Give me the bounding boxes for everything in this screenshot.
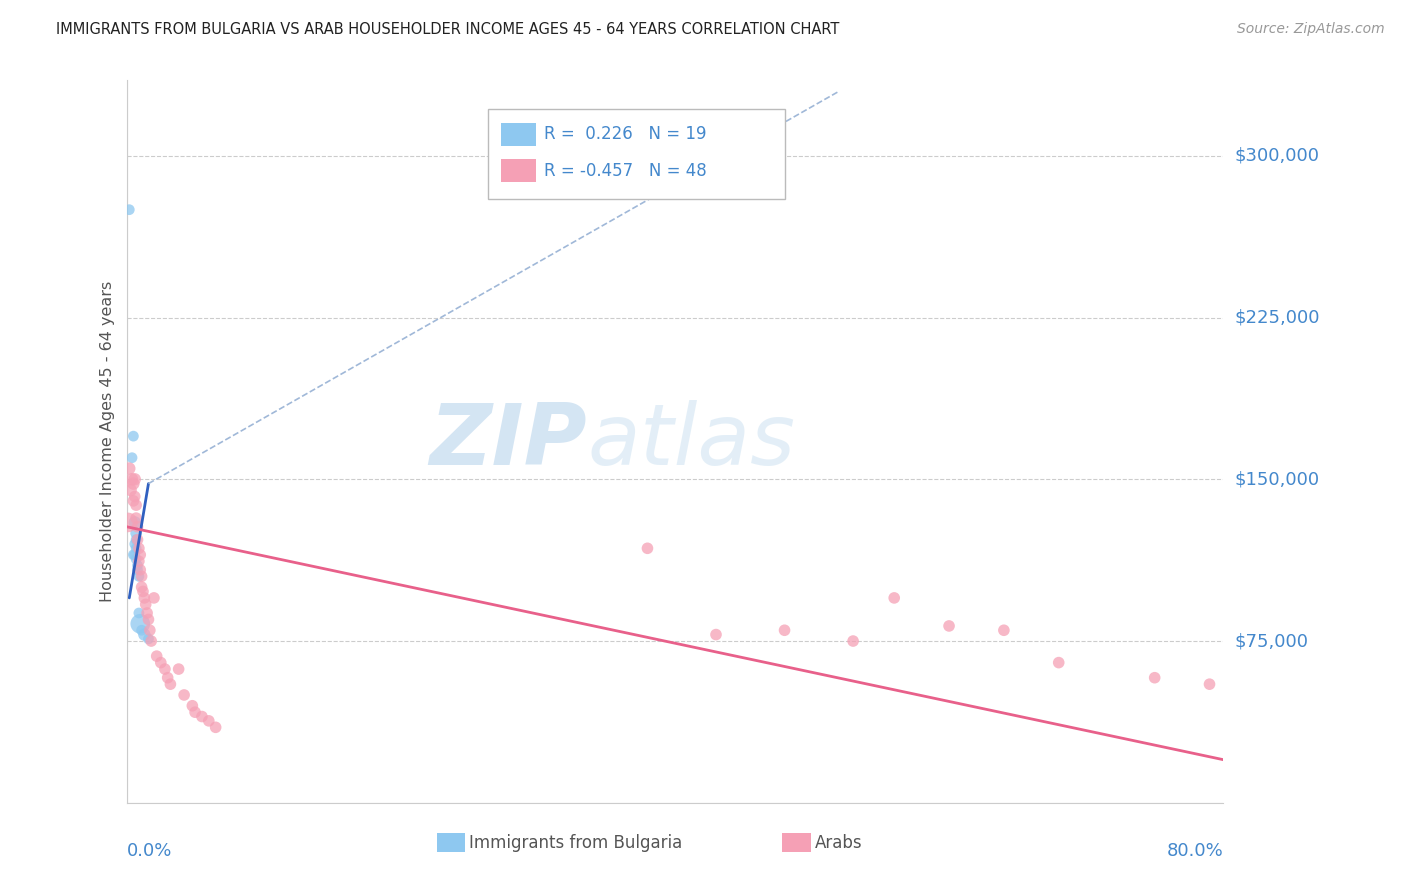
Point <box>132 584 155 599</box>
Point <box>122 493 145 508</box>
Point <box>129 616 152 631</box>
FancyBboxPatch shape <box>782 833 811 852</box>
Text: R =  0.226   N = 19: R = 0.226 N = 19 <box>544 126 707 144</box>
Point <box>883 591 905 605</box>
Point <box>121 450 143 465</box>
Text: $300,000: $300,000 <box>1234 147 1319 165</box>
Point <box>197 714 219 728</box>
Point <box>191 709 214 723</box>
Point <box>118 202 141 217</box>
Point <box>1143 671 1166 685</box>
Point <box>125 511 148 525</box>
Point <box>121 472 143 486</box>
Point <box>181 698 204 713</box>
Point <box>127 533 149 547</box>
Point <box>204 720 226 734</box>
Point <box>125 552 148 566</box>
Point <box>131 580 153 594</box>
Text: $225,000: $225,000 <box>1234 309 1320 326</box>
Point <box>993 624 1015 638</box>
Point <box>125 498 148 512</box>
Point <box>145 649 167 664</box>
Point <box>131 624 153 638</box>
Point <box>124 472 146 486</box>
Point <box>128 569 150 583</box>
Point <box>129 548 152 562</box>
Point <box>149 656 172 670</box>
Point <box>1198 677 1220 691</box>
Point <box>128 554 150 568</box>
Point <box>139 624 162 638</box>
Point <box>125 541 148 556</box>
FancyBboxPatch shape <box>501 123 536 146</box>
Point <box>167 662 190 676</box>
Point <box>127 520 149 534</box>
Point <box>136 606 159 620</box>
Text: atlas: atlas <box>588 400 796 483</box>
FancyBboxPatch shape <box>437 833 465 852</box>
Point <box>127 563 149 577</box>
Point <box>153 662 176 676</box>
Point <box>128 606 150 620</box>
Point <box>128 541 150 556</box>
Text: $75,000: $75,000 <box>1234 632 1309 650</box>
Point <box>129 563 152 577</box>
Point <box>173 688 195 702</box>
Point <box>124 516 146 530</box>
Text: 0.0%: 0.0% <box>127 842 172 860</box>
Text: $150,000: $150,000 <box>1234 470 1319 488</box>
Point <box>122 476 145 491</box>
Point <box>141 634 163 648</box>
Point <box>125 533 148 547</box>
Point <box>636 541 658 556</box>
Point <box>1047 656 1070 670</box>
Point <box>134 627 156 641</box>
Text: 80.0%: 80.0% <box>1167 842 1223 860</box>
Point <box>184 705 207 719</box>
Point <box>138 632 160 646</box>
Point <box>120 483 142 497</box>
Text: R = -0.457   N = 48: R = -0.457 N = 48 <box>544 161 707 179</box>
Text: ZIP: ZIP <box>429 400 588 483</box>
Point <box>842 634 865 648</box>
Point <box>156 671 179 685</box>
Point <box>131 569 153 583</box>
Y-axis label: Householder Income Ages 45 - 64 years: Householder Income Ages 45 - 64 years <box>100 281 115 602</box>
Point <box>159 677 181 691</box>
Point <box>938 619 960 633</box>
Text: IMMIGRANTS FROM BULGARIA VS ARAB HOUSEHOLDER INCOME AGES 45 - 64 YEARS CORRELATI: IMMIGRANTS FROM BULGARIA VS ARAB HOUSEHO… <box>56 22 839 37</box>
Text: Arabs: Arabs <box>815 833 863 852</box>
Point <box>135 598 157 612</box>
Point <box>127 558 149 573</box>
Point <box>134 591 156 605</box>
Point <box>138 612 160 626</box>
Point <box>122 548 145 562</box>
Point <box>704 627 727 641</box>
Point <box>124 537 146 551</box>
Point <box>124 548 146 562</box>
Point <box>143 591 166 605</box>
Point <box>773 624 796 638</box>
FancyBboxPatch shape <box>501 159 536 182</box>
Point <box>118 461 141 475</box>
Point <box>125 526 148 541</box>
Point <box>122 429 145 443</box>
Text: Immigrants from Bulgaria: Immigrants from Bulgaria <box>468 833 682 852</box>
Point <box>117 516 139 530</box>
FancyBboxPatch shape <box>488 109 785 200</box>
Point <box>124 490 146 504</box>
Text: Source: ZipAtlas.com: Source: ZipAtlas.com <box>1237 22 1385 37</box>
